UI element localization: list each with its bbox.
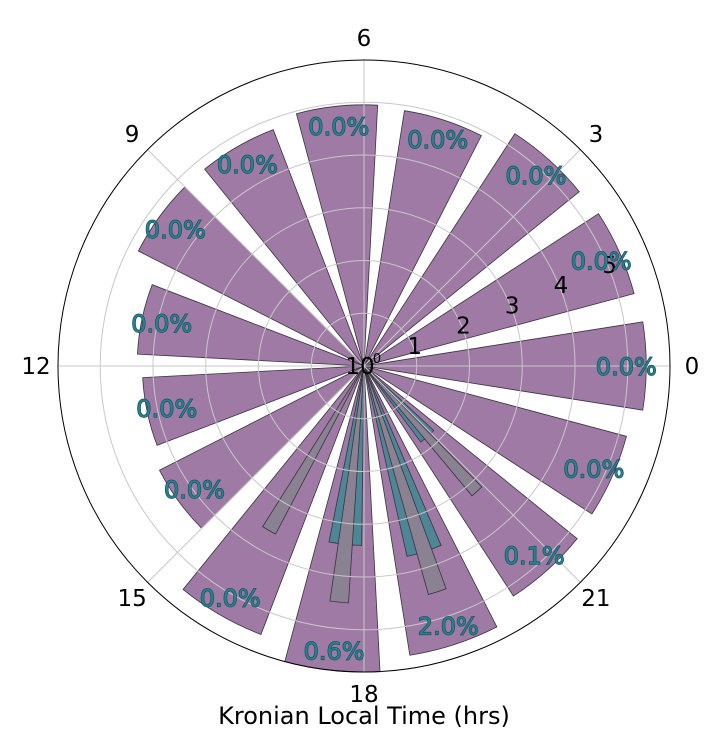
narrow-bar-12 — [363, 365, 447, 595]
narrow-bar-11 — [329, 365, 365, 604]
grid-spoke-3 — [363, 149, 581, 367]
percent-label-12: 2.0% — [418, 613, 479, 641]
background-bar-12 — [363, 365, 498, 656]
percent-label-7: 0.0% — [131, 310, 192, 338]
percent-label-0: 0.0% — [596, 353, 657, 381]
percent-label-2: 0.0% — [506, 162, 567, 190]
percent-label-1: 0.0% — [571, 247, 632, 275]
background-bar-7 — [137, 284, 365, 367]
percent-label-10: 0.0% — [200, 585, 261, 613]
background-bar-14 — [363, 365, 627, 515]
background-bar-5 — [204, 129, 365, 367]
center-label-exponent: 0 — [373, 352, 381, 367]
x-axis-label: Kronian Local Time (hrs) — [218, 702, 510, 730]
percent-label-4: 0.0% — [308, 113, 369, 141]
theta-tick-6: 6 — [357, 26, 372, 52]
theta-tick-0: 0 — [685, 354, 700, 380]
background-bar-10 — [182, 365, 365, 635]
theta-tick-15: 15 — [117, 586, 146, 612]
center-label: 10 — [345, 354, 374, 380]
background-bar-1 — [363, 213, 635, 367]
narrow-bar-10 — [262, 365, 365, 535]
percent-label-14: 0.0% — [563, 455, 624, 483]
theta-tick-3: 3 — [589, 122, 604, 148]
background-bar-8 — [142, 365, 365, 446]
percent-label-3: 0.0% — [407, 126, 468, 154]
r-tick-3: 3 — [505, 293, 520, 319]
bars-layer — [137, 104, 647, 673]
theta-tick-9: 9 — [125, 122, 140, 148]
r-tick-4: 4 — [554, 273, 569, 299]
r-tick-1: 1 — [407, 334, 422, 360]
percent-label-6: 0.0% — [145, 216, 206, 244]
percent-label-13: 0.1% — [504, 542, 565, 570]
narrow-bar-13 — [363, 365, 483, 497]
background-bar-4 — [295, 104, 379, 367]
grid-layer — [57, 59, 671, 673]
grid-spoke-9 — [147, 149, 365, 367]
grid-spoke-15 — [147, 365, 365, 583]
theta-tick-21: 21 — [581, 586, 610, 612]
r-tick-5: 5 — [602, 253, 617, 279]
theta-tick-18: 18 — [349, 682, 378, 708]
outer-frame — [57, 59, 671, 673]
percent-label-5: 0.0% — [217, 151, 278, 179]
percent-label-11: 0.6% — [304, 637, 365, 665]
grid-spoke-21 — [363, 365, 581, 583]
percent-label-8: 0.0% — [136, 395, 197, 423]
percent-label-9: 0.0% — [164, 476, 225, 504]
r-tick-2: 2 — [456, 314, 471, 340]
theta-tick-12: 12 — [21, 354, 50, 380]
